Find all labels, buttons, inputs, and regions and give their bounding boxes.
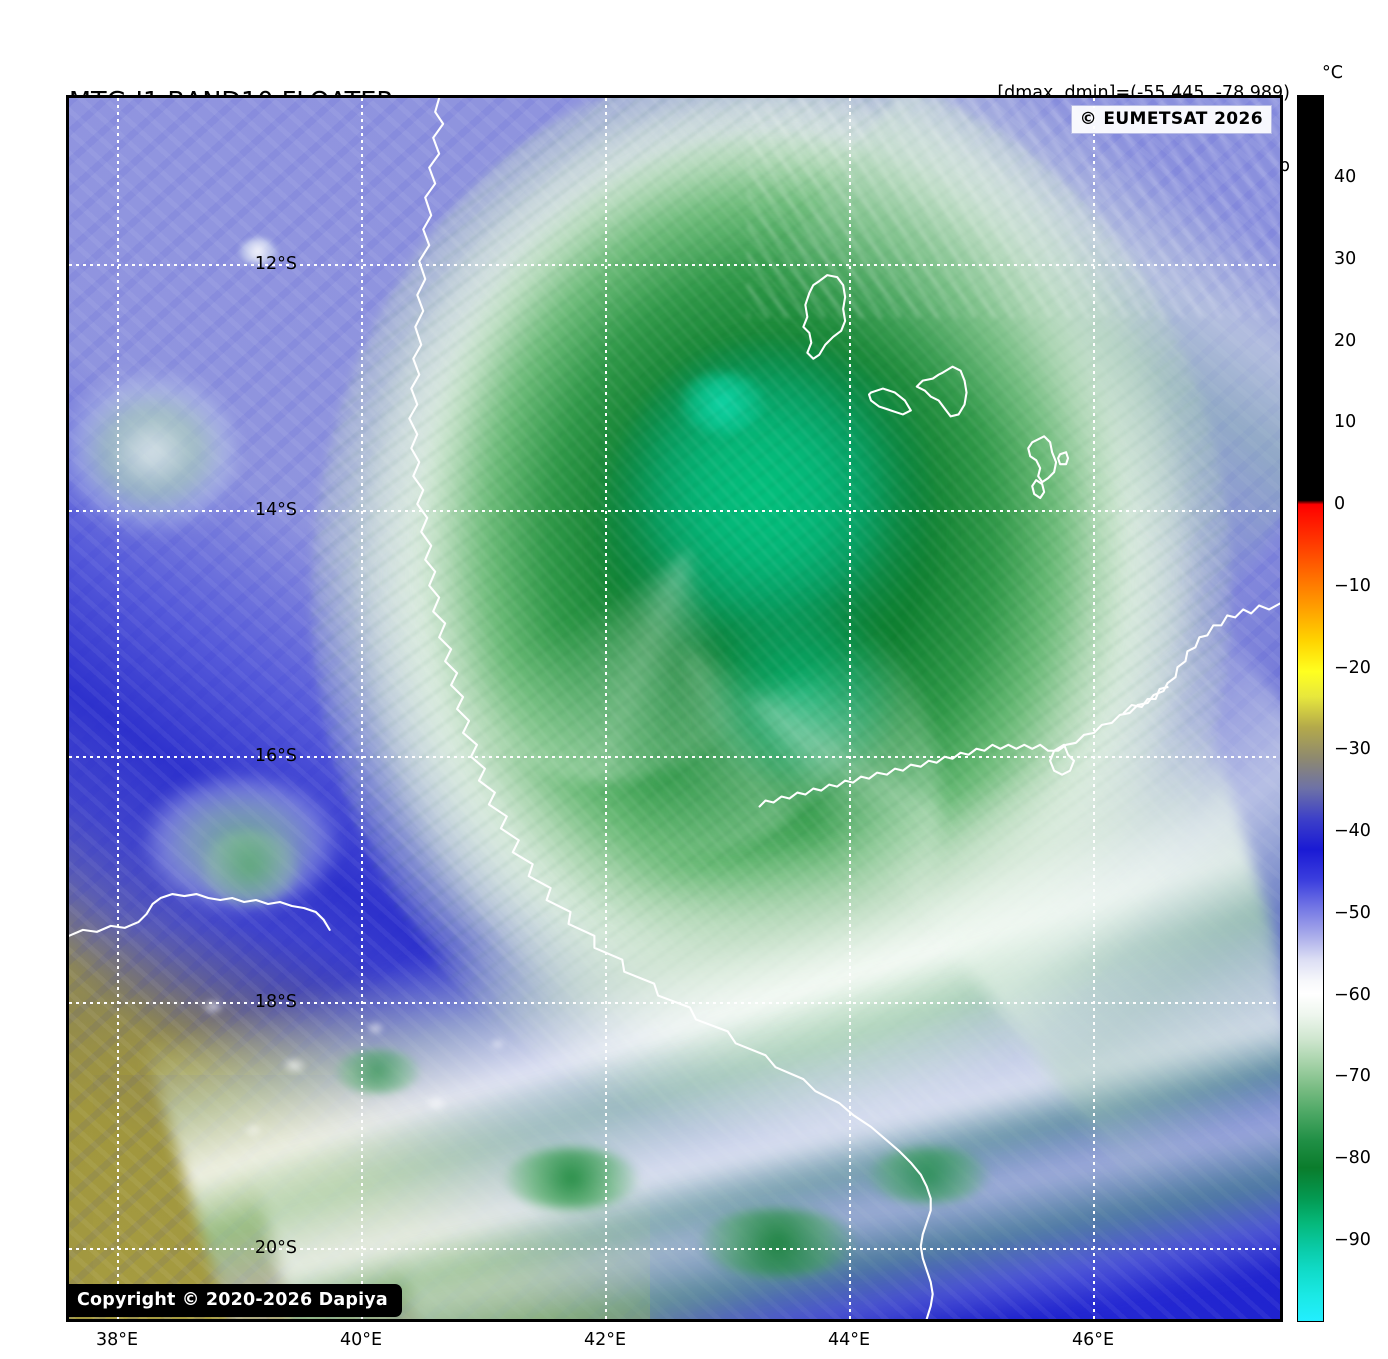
nw-small-cell (238, 238, 278, 266)
x-tick-42E: 42°E (583, 1330, 627, 1350)
rainband-cell-b (698, 1209, 857, 1277)
x-tick-46E: 46°E (1071, 1330, 1115, 1350)
cbar-tick-m10: −10 (1334, 576, 1371, 596)
w-cloud-blob-2 (202, 830, 300, 904)
eumetsat-copyright-badge: © EUMETSAT 2026 (1070, 105, 1272, 134)
y-tick-16S: 16°S (254, 746, 297, 766)
cbar-tick-m80: −80 (1334, 1148, 1371, 1168)
cbar-tick-10: 10 (1334, 412, 1357, 432)
cbar-tick-40: 40 (1334, 167, 1357, 187)
x-tick-44E: 44°E (827, 1330, 871, 1350)
y-tick-18S: 18°S (254, 992, 297, 1012)
colorbar-gradient (1298, 96, 1323, 1321)
colorbar-unit-label: °C (1322, 63, 1343, 83)
y-tick-12S: 12°S (254, 254, 297, 274)
scattered-cells-sw (141, 952, 651, 1222)
satellite-image-canvas (69, 98, 1280, 1319)
cbar-tick-m60: −60 (1334, 985, 1371, 1005)
y-tick-20S: 20°S (254, 1238, 297, 1258)
temperature-colorbar (1297, 95, 1324, 1322)
cbar-tick-m50: −50 (1334, 903, 1371, 923)
cbar-tick-0: 0 (1334, 494, 1346, 514)
cbar-tick-m30: −30 (1334, 739, 1371, 759)
dapiya-copyright-badge: Copyright © 2020-2026 Dapiya (69, 1284, 402, 1317)
cbar-tick-m90: −90 (1334, 1230, 1371, 1250)
nw-cloud-cluster (69, 366, 239, 538)
y-tick-14S: 14°S (254, 500, 297, 520)
cbar-tick-m70: −70 (1334, 1066, 1371, 1086)
cbar-tick-m20: −20 (1334, 658, 1371, 678)
satellite-plot-frame: © EUMETSAT 2026 Copyright © 2020-2026 Da… (66, 95, 1283, 1322)
cbar-tick-30: 30 (1334, 249, 1357, 269)
x-tick-40E: 40°E (339, 1330, 383, 1350)
rainband-cell-c (868, 1148, 990, 1203)
x-tick-38E: 38°E (95, 1330, 139, 1350)
cbar-tick-20: 20 (1334, 331, 1357, 351)
cbar-tick-m40: −40 (1334, 821, 1371, 841)
